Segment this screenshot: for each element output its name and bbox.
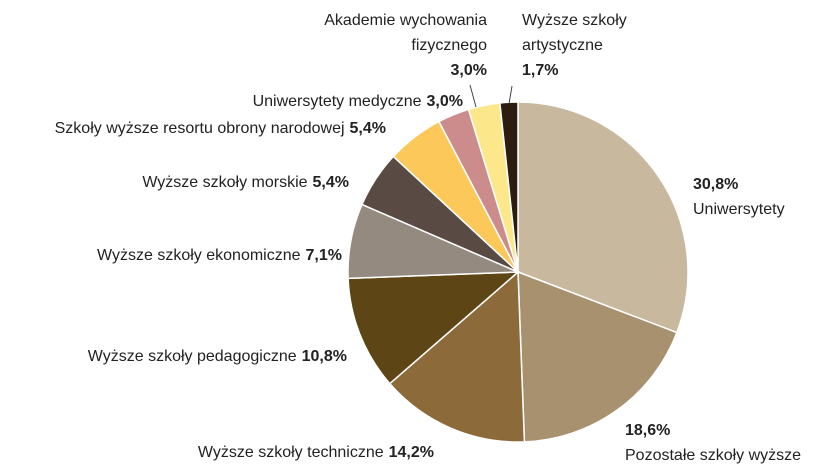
value-label: 3,0%: [426, 93, 463, 110]
category-label: Pozostałe szkoły wyższe: [625, 447, 802, 464]
category-label: Wyższe szkoły ekonomiczne: [97, 247, 301, 264]
slice-label: Uniwersytety medyczne 3,0%: [253, 89, 463, 114]
value-label: 7,1%: [305, 247, 342, 264]
slice-label: Szkoły wyższe resortu obrony narodowej 5,…: [55, 116, 386, 141]
category-label: Uniwersytety: [693, 201, 785, 218]
slice-label: 30,8% Uniwersytety: [693, 172, 785, 222]
leader-line: [508, 85, 513, 105]
slice-label: Wyższe szkoły pedagogiczne 10,8%: [88, 344, 347, 369]
value-label: 3,0%: [450, 62, 487, 79]
slice-label: Wyższe szkoły artystyczne 1,7%: [522, 8, 632, 83]
slice-label: Akademie wychowania fizycznego 3,0%: [287, 8, 487, 83]
slice-label: Wyższe szkoły morskie 5,4%: [142, 170, 349, 195]
value-label: 5,4%: [312, 174, 349, 191]
value-label: 14,2%: [388, 444, 434, 461]
category-label: Wyższe szkoły pedagogiczne: [87, 348, 297, 365]
category-label: Wyższe szkoły morskie: [142, 174, 308, 191]
category-label: Wyższe szkoły techniczne: [197, 444, 384, 461]
slice-label: Wyższe szkoły ekonomiczne 7,1%: [97, 243, 342, 268]
value-label: 18,6%: [625, 422, 671, 439]
pie-slice: [517, 270, 678, 443]
pie-slice: [517, 101, 689, 334]
pie-slice: [388, 270, 526, 443]
category-label: Uniwersytety medyczne: [252, 93, 422, 110]
slice-label: 18,6% Pozostałe szkoły wyższe: [625, 418, 801, 465]
value-label: 30,8%: [693, 176, 739, 193]
slice-label: Wyższe szkoły techniczne 14,2%: [198, 440, 434, 465]
category-label: Wyższe szkoły artystyczne: [522, 12, 627, 54]
value-label: 10,8%: [301, 348, 347, 365]
category-label: Szkoły wyższe resortu obrony narodowej: [54, 120, 345, 137]
value-label: 5,4%: [349, 120, 386, 137]
value-label: 1,7%: [522, 62, 559, 79]
category-label: Akademie wychowania fizycznego: [324, 12, 487, 54]
leader-line: [469, 84, 477, 108]
pie-slice: [347, 271, 521, 385]
